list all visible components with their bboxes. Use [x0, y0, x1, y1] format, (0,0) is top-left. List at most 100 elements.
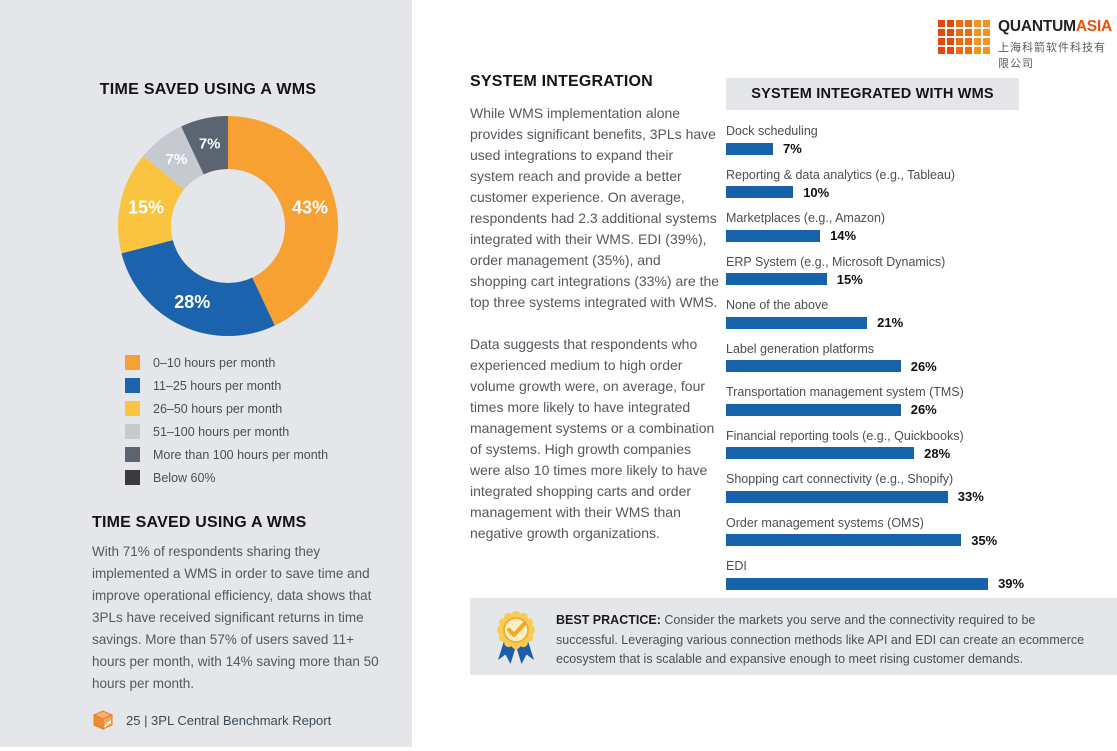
legend-label: 11–25 hours per month [153, 378, 282, 393]
legend-item: More than 100 hours per month [125, 443, 328, 466]
bar-line: 26% [726, 402, 1026, 417]
bar-fill [726, 403, 901, 416]
bar-fill [726, 142, 774, 155]
bar-value-label: 14% [830, 228, 857, 243]
legend-item: 26–50 hours per month [125, 397, 328, 420]
donut-segment [118, 155, 185, 254]
logo-square [938, 47, 945, 54]
page-footer: 25 | 3PL Central Benchmark Report [90, 708, 331, 732]
bar-row: Dock scheduling 7% [726, 124, 1026, 156]
bar-line: 39% [726, 576, 1026, 591]
bar-category-label: Transportation management system (TMS) [726, 385, 964, 399]
bar-line: 14% [726, 228, 1026, 243]
bar-value-label: 35% [971, 532, 998, 548]
donut-chart-svg: 43% 28% 15% 7% 7% [118, 116, 338, 336]
logo-square [947, 47, 954, 54]
donut-segment [121, 240, 275, 336]
bar-row: Transportation management system (TMS) 26… [726, 385, 1026, 417]
logo-wordmark: QUANTUMASIA [998, 18, 1117, 36]
bar-line: 33% [726, 489, 1026, 504]
bar-row: Marketplaces (e.g., Amazon) 14% [726, 211, 1026, 243]
logo-square [983, 29, 990, 36]
logo-square [965, 20, 972, 27]
bar-category-label: Order management systems (OMS) [726, 515, 924, 530]
bar-line: 28% [726, 446, 1026, 461]
bar-value-label: 21% [877, 315, 904, 330]
bar-category-label: Marketplaces (e.g., Amazon) [726, 211, 886, 225]
donut-data-label: 15% [128, 198, 164, 218]
bar-fill [726, 316, 868, 329]
logo-square [965, 47, 972, 54]
bar-line: 35% [726, 533, 1026, 548]
cube-arrow-icon [92, 710, 114, 730]
bar-value-label: 26% [910, 358, 937, 374]
bar-row: Reporting & data analytics (e.g., Tablea… [726, 168, 1026, 200]
bar-chart-section: SYSTEM INTEGRATED WITH WMS Dock scheduli… [726, 78, 1026, 603]
logo-square [947, 20, 954, 27]
logo-squares-icon [938, 20, 990, 54]
bar-value-label: 28% [924, 445, 951, 461]
bar-category-label: ERP System (e.g., Microsoft Dynamics) [726, 254, 946, 269]
legend-item: 51–100 hours per month [125, 420, 328, 443]
logo-text: QUANTUMASIA 上海科箭软件科技有限公司 [998, 18, 1117, 71]
logo-square [956, 38, 963, 45]
legend-label: 51–100 hours per month [153, 424, 290, 439]
bar-chart: Dock scheduling 7% Reporting & data analyt… [726, 124, 1026, 591]
bar-category-label: Dock scheduling [726, 124, 818, 138]
best-practice-label: BEST PRACTICE: [556, 613, 661, 627]
system-integration-heading: SYSTEM INTEGRATION [470, 73, 653, 90]
logo-square [947, 38, 954, 45]
logo-square [938, 29, 945, 36]
logo-name-secondary: ASIA [1075, 18, 1113, 35]
footer-page-label: 25 | 3PL Central Benchmark Report [126, 712, 332, 728]
donut-data-label: 7% [199, 136, 221, 153]
bar-line: 15% [726, 272, 1026, 287]
legend-label: 0–10 hours per month [153, 355, 276, 370]
legend-swatch [125, 378, 140, 393]
bar-line: 7% [726, 141, 1026, 156]
bar-row: EDI 39% [726, 559, 1026, 591]
donut-legend: 0–10 hours per month 11–25 hours per mont… [125, 351, 328, 489]
best-practice-text: BEST PRACTICE: Consider the markets you … [556, 611, 1096, 670]
logo-square [974, 38, 981, 45]
donut-chart: 43% 28% 15% 7% 7% [118, 116, 338, 336]
bar-category-label: Financial reporting tools (e.g., Quickbo… [726, 428, 964, 443]
bar-row: Order management systems (OMS) 35% [726, 516, 1026, 548]
logo-square [974, 29, 981, 36]
donut-segment [228, 116, 338, 326]
logo-square [938, 20, 945, 27]
bar-fill [726, 490, 948, 503]
logo-square [956, 20, 963, 27]
bar-row: ERP System (e.g., Microsoft Dynamics) 15% [726, 255, 1026, 287]
bar-chart-title: SYSTEM INTEGRATED WITH WMS [726, 78, 1019, 110]
logo-square [947, 29, 954, 36]
legend-item: Below 60% [125, 466, 328, 489]
bar-value-label: 33% [957, 489, 984, 504]
logo-square [965, 38, 972, 45]
bar-category-label: EDI [726, 559, 747, 573]
donut-data-label: 43% [292, 198, 328, 218]
bar-fill [726, 447, 915, 459]
medal-icon [496, 610, 536, 664]
legend-swatch [125, 355, 140, 370]
bar-value-label: 7% [783, 141, 802, 156]
bar-fill [726, 273, 827, 285]
donut-data-label: 7% [166, 151, 188, 168]
bar-line: 26% [726, 359, 1026, 374]
legend-item: 11–25 hours per month [125, 374, 328, 397]
legend-label: More than 100 hours per month [153, 447, 329, 462]
time-saved-paragraph: With 71% of respondents sharing they imp… [92, 544, 379, 691]
left-panel: TIME SAVED USING A WMS 43% 28% 15% 7% 7% 0–1… [0, 0, 412, 747]
quantum-asia-logo: QUANTUMASIA 上海科箭软件科技有限公司 [938, 18, 1117, 71]
bar-category-label: Label generation platforms [726, 341, 875, 356]
bar-row: Label generation platforms 26% [726, 342, 1026, 374]
logo-square [974, 47, 981, 54]
bar-fill [726, 577, 989, 590]
bar-value-label: 10% [803, 184, 830, 200]
bar-category-label: Reporting & data analytics (e.g., Tablea… [726, 167, 956, 182]
bar-row: Financial reporting tools (e.g., Quickbo… [726, 429, 1026, 461]
legend-item: 0–10 hours per month [125, 351, 328, 374]
logo-square [956, 29, 963, 36]
best-practice-body: Consider the markets you serve and the c… [556, 613, 1085, 666]
